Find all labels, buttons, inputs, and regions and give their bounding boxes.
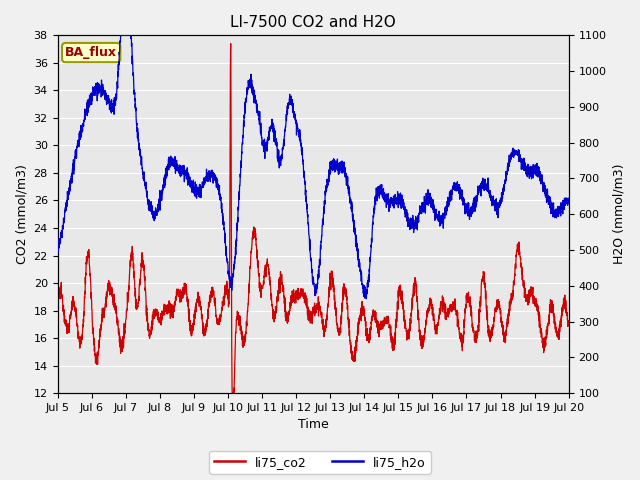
- Y-axis label: CO2 (mmol/m3): CO2 (mmol/m3): [15, 164, 28, 264]
- Y-axis label: H2O (mmol/m3): H2O (mmol/m3): [612, 164, 625, 264]
- Legend: li75_co2, li75_h2o: li75_co2, li75_h2o: [209, 451, 431, 474]
- Text: BA_flux: BA_flux: [65, 46, 117, 59]
- X-axis label: Time: Time: [298, 419, 328, 432]
- Title: LI-7500 CO2 and H2O: LI-7500 CO2 and H2O: [230, 15, 396, 30]
